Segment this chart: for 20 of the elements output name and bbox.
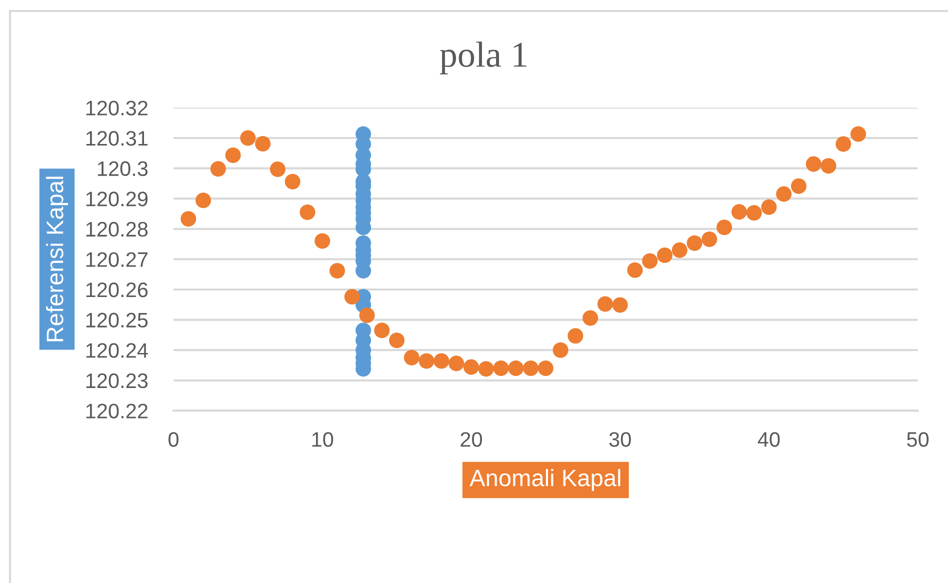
x-tick-label: 20 (460, 432, 482, 447)
y-tick-label: 120.25 (86, 312, 148, 328)
y-tick-label: 120.32 (86, 100, 148, 116)
x-tick-label: 10 (312, 432, 334, 447)
chart-title: pola 1 (440, 42, 526, 74)
x-tick-label: 40 (758, 432, 780, 447)
y-tick-label: 120.24 (86, 343, 148, 358)
y-axis-title: Referensi Kapal (46, 176, 68, 342)
y-tick-label: 120.26 (86, 282, 148, 298)
y-tick-label: 120.27 (86, 252, 148, 267)
x-axis-title: Anomali Kapal (470, 468, 620, 492)
x-tick-label: 30 (609, 432, 631, 447)
y-tick-label: 120.28 (86, 222, 148, 237)
y-tick-label: 120.31 (86, 131, 148, 146)
x-tick-label: 50 (907, 432, 929, 447)
y-tick-label: 120.22 (86, 404, 148, 418)
y-tick-label: 120.29 (86, 192, 148, 206)
x-tick-label: 0 (168, 432, 178, 447)
y-tick-label: 120.23 (86, 373, 148, 388)
y-tick-label: 120.3 (98, 161, 148, 176)
